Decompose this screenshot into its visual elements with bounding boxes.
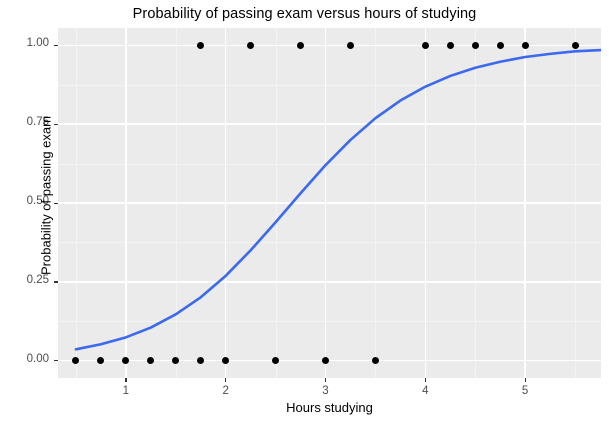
gridline-major-vertical	[125, 28, 127, 378]
scatter-point	[172, 357, 180, 365]
y-axis-tick-mark	[54, 123, 58, 125]
gridline-minor-horizontal	[58, 242, 601, 244]
x-axis-tick-label: 4	[422, 385, 429, 397]
gridline-minor-horizontal	[58, 163, 601, 165]
scatter-point	[197, 357, 205, 365]
scatter-point	[147, 357, 155, 365]
x-axis-tick-label: 2	[222, 385, 229, 397]
scatter-point	[272, 357, 280, 365]
x-axis-tick-mark	[225, 378, 227, 382]
scatter-point	[421, 41, 429, 49]
gridline-major-vertical	[524, 28, 526, 378]
y-axis-tick-label: 0.25	[26, 273, 49, 286]
logistic-curve-layer	[58, 28, 601, 378]
scatter-point	[446, 41, 454, 49]
y-axis-tick-mark	[54, 202, 58, 204]
gridline-minor-horizontal	[58, 321, 601, 323]
scatter-point	[322, 357, 329, 365]
y-axis-tick-label: 0.50	[26, 195, 49, 207]
scatter-point	[72, 357, 80, 365]
gridline-major-horizontal	[58, 202, 601, 204]
y-axis-tick-mark	[54, 360, 58, 362]
y-axis-title: Probability of passing exam	[38, 116, 54, 275]
logistic-curve-svg	[74, 48, 601, 351]
scatter-point	[496, 41, 504, 49]
x-axis-tick-mark	[524, 378, 526, 382]
scatter-points-layer	[58, 28, 601, 378]
gridline-minor-horizontal	[58, 84, 601, 86]
gridline-major-horizontal	[58, 359, 601, 362]
y-axis-tick-label: 0.00	[26, 352, 49, 365]
scatter-point	[197, 41, 205, 49]
y-axis-tick-mark	[54, 281, 58, 283]
y-axis-tick-label: 1.00	[26, 37, 49, 50]
gridline-major-horizontal	[58, 281, 601, 283]
gridline-major-vertical	[324, 28, 327, 378]
x-axis-tick-label: 1	[122, 385, 130, 397]
chart-title: Probability of passing exam versus hours…	[132, 6, 477, 22]
scatter-point	[222, 357, 230, 365]
scatter-point	[471, 41, 479, 49]
x-axis-tick-mark	[325, 378, 327, 382]
scatter-point	[346, 41, 354, 49]
x-axis-tick-mark	[125, 378, 127, 382]
x-axis-tick-label: 3	[322, 385, 329, 397]
scatter-point	[371, 357, 379, 365]
gridline-major-vertical	[424, 28, 427, 378]
x-axis-tick-mark	[424, 378, 427, 382]
x-axis-tick-label: 5	[521, 385, 529, 397]
scatter-point	[122, 357, 130, 365]
scatter-point	[571, 41, 579, 49]
gridline-major-horizontal	[58, 44, 601, 47]
scatter-point	[97, 357, 105, 365]
x-axis-title: Hours studying	[286, 400, 373, 415]
y-axis-tick-mark	[54, 44, 58, 47]
y-axis-tick-label: 0.75	[26, 116, 49, 129]
logistic-curve-path	[74, 48, 601, 351]
gridline-major-horizontal	[58, 123, 601, 125]
plot-panel	[58, 28, 601, 378]
scatter-point	[521, 41, 529, 49]
scatter-point	[247, 41, 255, 49]
gridline-major-vertical	[224, 28, 227, 378]
scatter-point	[297, 41, 305, 49]
